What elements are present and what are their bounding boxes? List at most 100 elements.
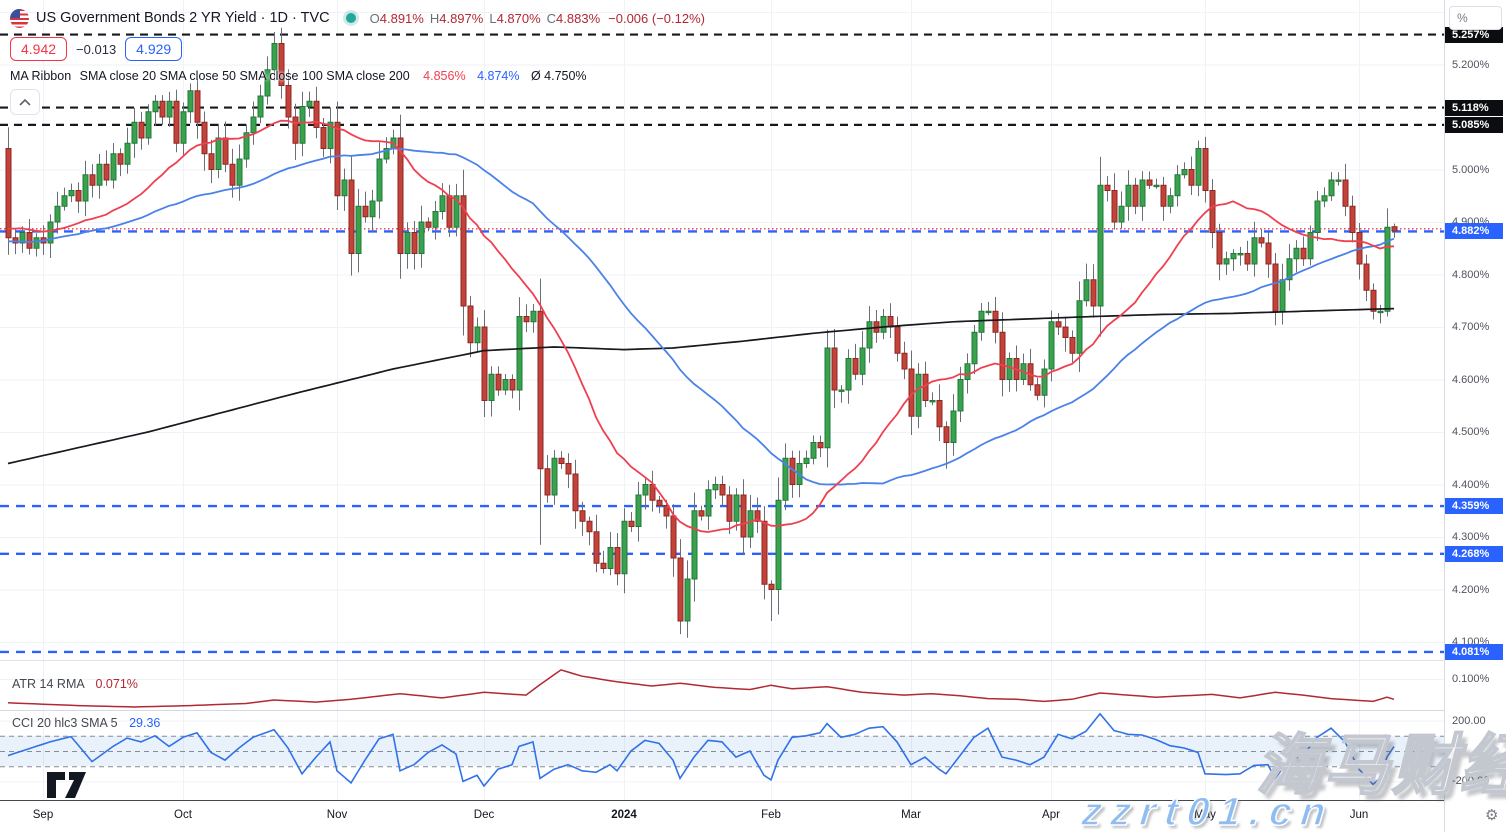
- ma-ribbon-legend[interactable]: MA Ribbon SMA close 20 SMA close 50 SMA …: [10, 69, 705, 83]
- candle: [103, 163, 110, 181]
- candle: [194, 90, 201, 123]
- time-axis-label: Nov: [326, 809, 348, 821]
- candle: [460, 195, 467, 307]
- candle: [453, 195, 460, 228]
- candle: [551, 457, 558, 496]
- candle: [1153, 184, 1160, 188]
- axis-settings-gear-icon[interactable]: ⚙: [1485, 807, 1499, 824]
- candle: [537, 310, 544, 470]
- candle: [586, 520, 593, 533]
- candle: [1160, 184, 1167, 207]
- collapse-legend-button[interactable]: [10, 89, 40, 115]
- candle: [145, 111, 152, 139]
- candle: [523, 316, 530, 323]
- watermark-brand: 海马财经: [1255, 727, 1506, 803]
- candle: [950, 410, 957, 443]
- price-alert-badge: 4.268%: [1445, 545, 1503, 562]
- candle: [201, 121, 208, 155]
- candle: [838, 389, 845, 392]
- candle: [474, 326, 481, 344]
- candle: [600, 562, 607, 569]
- candle: [761, 520, 768, 585]
- candle: [131, 121, 138, 144]
- candle: [677, 557, 684, 622]
- candle: [138, 121, 145, 139]
- market-status-icon[interactable]: [345, 13, 356, 23]
- candle: [320, 127, 327, 149]
- candle: [852, 358, 859, 375]
- candle: [621, 520, 628, 575]
- candle: [1048, 321, 1055, 370]
- candle: [236, 158, 243, 186]
- candle: [502, 379, 509, 391]
- candle: [180, 111, 187, 144]
- candle: [327, 121, 334, 149]
- price-change: −0.006 (−0.12%): [608, 10, 705, 26]
- candle: [733, 494, 740, 522]
- candle: [61, 195, 68, 207]
- candle: [635, 494, 642, 527]
- time-axis[interactable]: Sep Oct Nov Dec 2024 Feb Mar Apr May Jun: [0, 800, 1444, 832]
- price-axis-label: 4.600%: [1452, 373, 1490, 386]
- candle: [54, 205, 61, 223]
- candle: [1195, 148, 1202, 186]
- candle: [1230, 253, 1237, 260]
- candle: [726, 494, 733, 522]
- price-axis-label: 5.200%: [1452, 58, 1490, 71]
- candle: [1216, 232, 1223, 265]
- price-level-badge: 5.085%: [1445, 116, 1503, 133]
- candle: [5, 148, 12, 239]
- ma-value-1: 4.856%: [423, 69, 466, 83]
- tradingview-logo[interactable]: [46, 771, 94, 799]
- candle: [1090, 279, 1097, 307]
- candle: [1293, 247, 1300, 260]
- cci-legend[interactable]: CCI 20 hlc3 SMA 5 29.36: [12, 716, 160, 730]
- candle: [1069, 337, 1076, 354]
- buy-price-button[interactable]: 4.929: [125, 37, 183, 61]
- candle: [880, 316, 887, 333]
- candle: [1202, 148, 1209, 191]
- candle: [33, 237, 40, 249]
- candle: [1146, 179, 1153, 186]
- candle: [887, 316, 894, 328]
- candle: [971, 331, 978, 365]
- sell-price-button[interactable]: 4.942: [10, 37, 68, 61]
- candle: [1174, 174, 1181, 197]
- candle: [1097, 184, 1104, 307]
- candle: [747, 510, 754, 538]
- candle: [670, 515, 677, 559]
- candle: [530, 310, 537, 323]
- candle: [306, 100, 313, 107]
- candle: [446, 195, 453, 228]
- candle: [1244, 253, 1251, 265]
- candle: [19, 232, 26, 244]
- price-axis-label: 4.300%: [1452, 531, 1490, 543]
- candle: [831, 347, 838, 391]
- percent-scale-button[interactable]: %: [1449, 6, 1502, 30]
- price-axis[interactable]: % ⚙ 5.200% 5.000% 4.900% 4.800% 4.700% 4.600%…: [1444, 0, 1506, 832]
- atr-legend[interactable]: ATR 14 RMA 0.071%: [12, 677, 138, 691]
- candle: [208, 153, 215, 170]
- candle: [516, 316, 523, 391]
- candle: [1335, 179, 1342, 182]
- symbol-title[interactable]: US Government Bonds 2 YR Yield · 1D · TV…: [36, 10, 330, 26]
- ma-ribbon-params: SMA close 20 SMA close 50 SMA close 100 …: [79, 69, 410, 83]
- candle: [1223, 258, 1230, 265]
- candle: [1258, 237, 1265, 244]
- candle: [1265, 242, 1272, 265]
- candle: [1370, 289, 1377, 312]
- candle: [285, 85, 292, 118]
- candle: [810, 442, 817, 459]
- candle: [481, 326, 488, 401]
- candle: [1251, 237, 1258, 265]
- candle: [1349, 205, 1356, 233]
- candle: [803, 457, 810, 464]
- price-alert-badge: 4.359%: [1445, 498, 1503, 515]
- candle: [26, 232, 33, 249]
- candle: [957, 379, 964, 412]
- candle: [1083, 279, 1090, 302]
- candle: [817, 442, 824, 449]
- candle: [278, 43, 285, 86]
